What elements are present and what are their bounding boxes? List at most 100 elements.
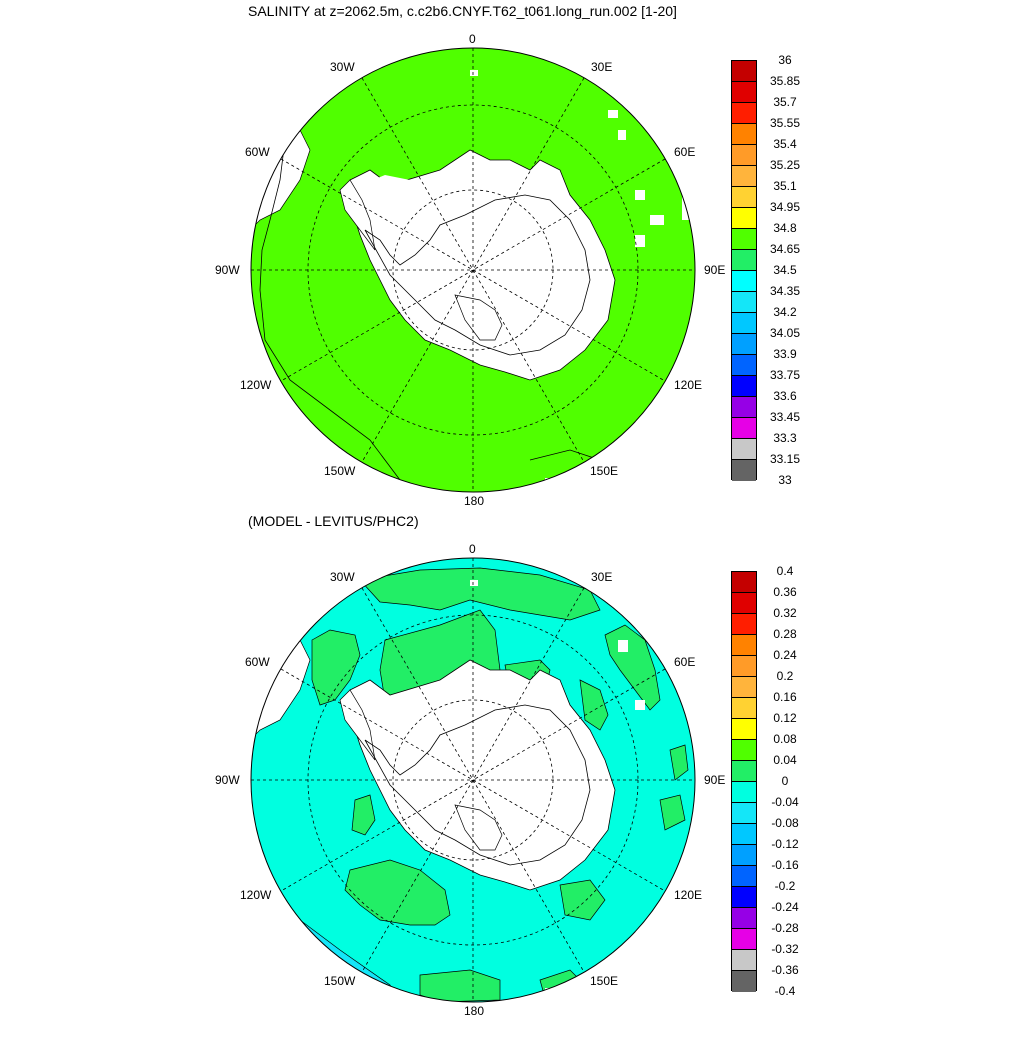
lon-label-60w: 60W [245,145,270,159]
island-spot [608,110,618,118]
colorbar-tick-label: 33.3 [773,431,797,445]
ross-ice-shelf [454,294,503,341]
weddell-shelf [360,170,470,225]
lon-label-120e: 120E [674,888,703,902]
island-spot [682,180,695,220]
lon-label-120w: 120W [240,378,272,392]
colorbar-tick-label: 0.32 [773,606,797,620]
lon-label-90w: 90W [215,773,240,787]
colorbar-segment [732,292,756,313]
colorbar-tick-label: 33.9 [773,347,797,361]
colorbar-tick-label: 0.04 [773,753,797,767]
island-spot [618,130,626,140]
colorbar-segment [732,355,756,376]
colorbar-segment [732,572,756,593]
colorbar-tick-label: 34.65 [769,242,801,256]
new-zealand-land [545,988,575,1002]
colorbar-tick-label: -0.32 [771,942,799,956]
lon-label-180: 180 [464,1004,485,1018]
island-spot [470,70,478,76]
island-spot [470,580,478,586]
colorbar-segment [732,229,756,250]
lon-label-30w: 30W [330,570,355,584]
colorbar-segment [732,208,756,229]
colorbar-tick-label: -0.12 [771,837,799,851]
lon-label-60e: 60E [674,655,696,669]
colorbar-segment [732,313,756,334]
colorbar-tick-label: -0.16 [771,858,799,872]
colorbar-tick-label: 0.4 [776,564,794,578]
colorbar-tick-label: 34.35 [769,284,801,298]
colorbar-tick-label: 33.75 [769,368,801,382]
top-map-title: SALINITY at z=2062.5m, c.c2b6.CNYF.T62_t… [248,3,677,19]
colorbar-segment [732,166,756,187]
colorbar-tick-label: 35.7 [773,95,797,109]
colorbar-tick-label: 0.28 [773,627,797,641]
salinity-polar-map [250,47,696,493]
colorbar-segment [732,271,756,292]
colorbar-tick-label: 35.4 [773,137,797,151]
colorbar-segment [732,460,756,481]
colorbar-tick-label: 0.16 [773,690,797,704]
colorbar-tick-label: -0.2 [774,879,796,893]
colorbar-tick-label: 35.1 [773,179,797,193]
colorbar-tick-label: 36 [778,53,792,67]
colorbar-segment [732,635,756,656]
colorbar-segment [732,334,756,355]
island-spot [650,215,664,225]
colorbar-tick-label: 0.08 [773,732,797,746]
difference-colorbar [731,571,757,992]
colorbar-tick-label: -0.4 [774,984,796,998]
lon-label-30e: 30E [591,60,613,74]
lon-label-150w: 150W [324,974,356,988]
colorbar-segment [732,698,756,719]
map-boundary [250,557,696,1003]
colorbar-tick-label: -0.08 [771,816,799,830]
island-spot [618,640,628,652]
ross-ice-shelf [454,804,503,851]
colorbar-segment [732,782,756,803]
colorbar-tick-label: 34.05 [769,326,801,340]
antarctica-land [349,659,616,891]
colorbar-tick-label: 33.45 [769,410,801,424]
grounding-line [364,194,591,356]
colorbar-segment [732,908,756,929]
colorbar-segment [732,887,756,908]
lon-label-180: 180 [464,494,485,508]
colorbar-tick-label: 35.25 [769,158,801,172]
colorbar-segment [732,376,756,397]
difference-colorbar-labels: 0.4 0.36 0.32 0.28 0.24 0.2 0.16 0.12 0.08 0.04 0 -… [760,562,820,1002]
colorbar-segment [732,761,756,782]
colorbar-segment [732,82,756,103]
colorbar-tick-label: 34.8 [773,221,797,235]
colorbar-segment [732,593,756,614]
salinity-colorbar-labels: 36 35.85 35.7 35.55 35.4 35.25 35.1 34.95 34.8 34… [760,51,820,491]
lon-label-150e: 150E [590,464,619,478]
colorbar-tick-label: -0.04 [771,795,799,809]
colorbar-segment [732,719,756,740]
colorbar-tick-label: 35.55 [769,116,801,130]
colorbar-tick-label: 33.15 [769,452,801,466]
colorbar-segment [732,929,756,950]
difference-map-panel: 0 30E 60E 90E 120E 150E 180 150W 120W 90… [215,530,725,1040]
colorbar-tick-label: 0.12 [773,711,797,725]
colorbar-tick-label: 33 [778,473,792,487]
colorbar-tick-label: -0.36 [771,963,799,977]
colorbar-segment [732,418,756,439]
lon-label-90e: 90E [704,773,726,787]
island-spot [635,235,645,247]
colorbar-tick-label: 0 [781,774,789,788]
lon-label-90w: 90W [215,263,240,277]
new-zealand-land [545,478,575,492]
lon-label-60w: 60W [245,655,270,669]
colorbar-tick-label: 0.24 [773,648,797,662]
salinity-colorbar [731,60,757,481]
bottom-map-title: (MODEL - LEVITUS/PHC2) [248,513,419,529]
island-spot [635,190,645,200]
lon-label-30w: 30W [330,60,355,74]
lon-label-60e: 60E [674,145,696,159]
colorbar-tick-label: 34.5 [773,263,797,277]
colorbar-segment [732,250,756,271]
colorbar-segment [732,866,756,887]
colorbar-tick-label: -0.24 [771,900,799,914]
